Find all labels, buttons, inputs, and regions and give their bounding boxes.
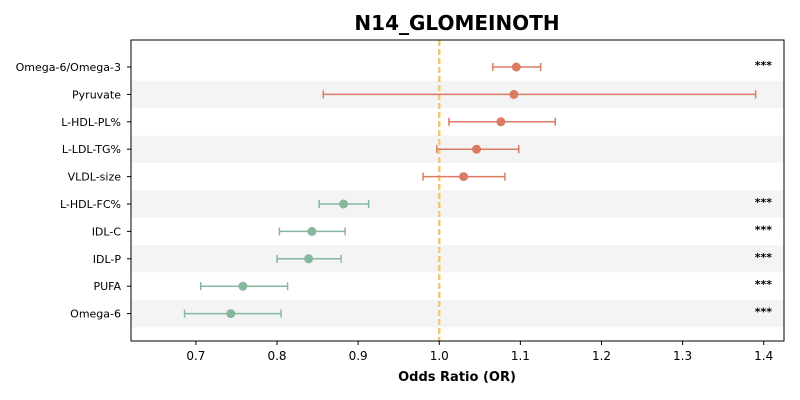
significance-marker: *** xyxy=(755,59,773,72)
x-tick-label: 0.7 xyxy=(186,349,205,363)
y-tick-label: VLDL-size xyxy=(68,171,122,184)
significance-marker: *** xyxy=(755,278,773,291)
forest-row: *** xyxy=(278,223,773,236)
or-point xyxy=(339,199,349,209)
y-tick-label: IDL-P xyxy=(93,253,122,266)
or-point xyxy=(472,144,482,154)
row-stripe xyxy=(131,245,784,273)
x-tick-label: 0.8 xyxy=(267,349,286,363)
y-tick-label: Omega-6/Omega-3 xyxy=(16,61,121,74)
x-tick-label: 1.3 xyxy=(673,349,692,363)
forest-row: *** xyxy=(492,59,773,72)
forest-row: *** xyxy=(276,251,773,264)
chart-title: N14_GLOMEINOTH xyxy=(354,11,559,35)
row-stripes xyxy=(131,80,784,328)
significance-marker: *** xyxy=(755,223,773,236)
or-point xyxy=(307,226,317,236)
y-tick-label: L-LDL-TG% xyxy=(62,143,121,156)
or-point xyxy=(238,281,248,291)
or-point xyxy=(511,62,521,72)
forest-row: *** xyxy=(318,196,773,209)
y-tick-label: L-HDL-FC% xyxy=(60,198,121,211)
forest-row: *** xyxy=(200,278,773,291)
forest-row xyxy=(422,172,506,182)
significance-marker: *** xyxy=(755,251,773,264)
forest-row xyxy=(322,89,757,99)
forest-row: *** xyxy=(183,306,773,319)
y-axis: Omega-6/Omega-3 Pyruvate L-HDL-PL% L-LDL-TG… xyxy=(16,61,131,321)
or-point xyxy=(496,117,506,127)
or-point xyxy=(459,172,469,182)
x-tick-label: 1.2 xyxy=(592,349,611,363)
forest-row xyxy=(436,144,520,154)
x-axis: 0.7 0.8 0.9 1.0 1.1 1.2 1.3 1.4 xyxy=(186,341,773,363)
x-tick-label: 1.0 xyxy=(430,349,449,363)
x-tick-label: 1.1 xyxy=(511,349,530,363)
x-tick-label: 0.9 xyxy=(349,349,368,363)
or-point xyxy=(226,309,236,319)
data-rows: *** *** *** *** *** *** xyxy=(183,59,773,319)
row-stripe xyxy=(131,190,784,218)
y-tick-label: PUFA xyxy=(93,280,121,293)
y-tick-label: IDL-C xyxy=(92,225,122,238)
x-tick-label: 1.4 xyxy=(754,349,773,363)
forest-row xyxy=(448,117,556,127)
significance-marker: *** xyxy=(755,196,773,209)
y-tick-label: Pyruvate xyxy=(72,88,121,101)
or-point xyxy=(304,254,314,264)
x-axis-title: Odds Ratio (OR) xyxy=(398,370,516,385)
y-tick-label: L-HDL-PL% xyxy=(61,116,121,129)
y-tick-label: Omega-6 xyxy=(70,308,121,321)
significance-marker: *** xyxy=(755,306,773,319)
or-point xyxy=(509,89,519,99)
plot-frame xyxy=(130,39,785,342)
